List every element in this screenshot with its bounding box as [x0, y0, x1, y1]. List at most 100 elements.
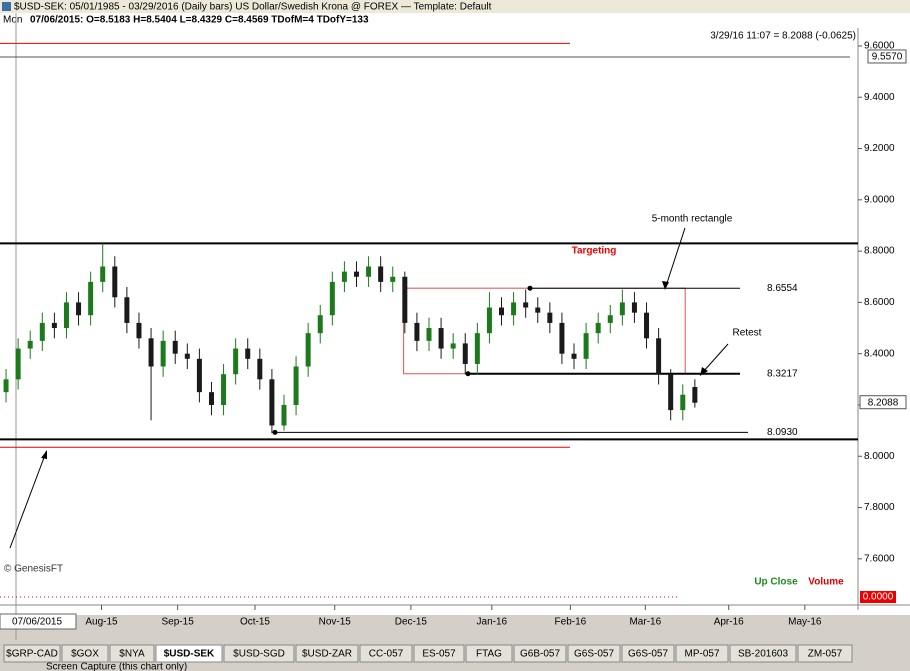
tab[interactable] — [155, 644, 223, 663]
tab[interactable] — [359, 644, 413, 663]
x-tick-label: 07/06/2015 — [12, 617, 62, 628]
candle-body — [366, 266, 372, 277]
candle-body — [100, 266, 106, 282]
marker-label: 9.5570 — [872, 52, 903, 63]
candle-body — [511, 302, 517, 316]
tab-label[interactable]: $USD-SEK — [164, 649, 215, 660]
candle-body — [438, 328, 444, 349]
candle-body — [39, 322, 45, 341]
candle-body — [390, 276, 396, 282]
tab[interactable] — [465, 644, 513, 663]
candle-body — [245, 348, 251, 359]
tab-label[interactable]: G6S-057 — [628, 649, 668, 660]
tab[interactable] — [567, 644, 621, 663]
candle-body — [474, 333, 480, 364]
candle-body — [619, 302, 625, 316]
candle-body — [378, 266, 384, 282]
x-tick-label: Apr-16 — [714, 617, 744, 628]
tab-label[interactable]: $USD-ZAR — [302, 649, 352, 660]
tab-label[interactable]: G6S-057 — [574, 649, 614, 660]
quote: 3/29/16 11:07 = 8.2088 (-0.0625) — [710, 31, 856, 42]
candle-body — [523, 302, 529, 308]
header-bar — [0, 0, 910, 13]
candle-body — [88, 281, 94, 316]
candle-body — [257, 358, 263, 380]
candle-body — [51, 322, 57, 329]
tab[interactable] — [61, 644, 109, 663]
candle-body — [136, 322, 142, 339]
tab-label[interactable]: G6B-057 — [520, 649, 560, 660]
tab[interactable] — [513, 644, 567, 663]
level-label: 8.6554 — [767, 283, 798, 294]
header-line1: $USD-SEK: 05/01/1985 - 03/29/2016 (Daily… — [14, 2, 492, 13]
y-tick-label: 9.2000 — [864, 143, 895, 154]
arrowhead — [662, 281, 669, 290]
arrow — [702, 343, 729, 373]
volume-box — [860, 591, 896, 603]
tab[interactable] — [295, 644, 359, 663]
candle-body — [112, 266, 118, 298]
x-tick-label: May-16 — [788, 617, 822, 628]
candle-body — [196, 358, 202, 393]
candle-body — [208, 392, 214, 405]
level-dot — [465, 371, 471, 377]
tab[interactable] — [3, 644, 61, 663]
candle-body — [341, 271, 347, 282]
x-tick-label: Nov-15 — [319, 617, 352, 628]
tab-label[interactable]: ES-057 — [422, 649, 456, 660]
tab-label[interactable]: $NYA — [119, 649, 145, 660]
tab[interactable] — [109, 644, 155, 663]
legend-up: Up Close — [754, 577, 798, 588]
level-dot — [527, 285, 533, 291]
ohlc-line: 07/06/2015: O=8.5183 H=8.5404 L=8.4329 C… — [30, 15, 369, 26]
candle-body — [402, 276, 408, 323]
candle-body — [293, 366, 299, 405]
tab-label[interactable]: SB-201603 — [738, 649, 788, 660]
annotation: Retest — [733, 328, 762, 339]
candle-body — [329, 281, 335, 316]
tab-label[interactable]: $USD-SGD — [233, 649, 285, 660]
icon — [2, 2, 11, 11]
tab[interactable] — [621, 644, 675, 663]
marker-box — [867, 49, 907, 64]
candle-body — [15, 348, 21, 380]
candle-body — [160, 340, 166, 367]
candle-body — [680, 394, 686, 411]
tab[interactable] — [413, 644, 465, 663]
tab-label[interactable]: FTAG — [476, 649, 502, 660]
tab[interactable] — [223, 644, 295, 663]
y-tick-label: 9.0000 — [864, 194, 895, 205]
tab-label[interactable]: $GRP-CAD — [6, 649, 58, 660]
chart-bg — [0, 13, 910, 615]
annotation: Targeting — [572, 246, 617, 257]
candle-body — [233, 348, 239, 375]
candle-body — [269, 379, 275, 426]
last-price-box — [859, 395, 907, 410]
status: Screen Capture (this chart only) — [46, 662, 187, 671]
last-price: 8.2088 — [868, 397, 899, 408]
tab[interactable] — [675, 644, 729, 663]
candle-body — [124, 297, 130, 323]
candle-body — [414, 322, 420, 341]
candle-body — [172, 340, 178, 354]
tab[interactable] — [729, 644, 797, 663]
tab[interactable] — [797, 644, 853, 663]
tab-label[interactable]: CC-057 — [369, 649, 404, 660]
tab-label[interactable]: MP-057 — [684, 649, 719, 660]
candle-body — [3, 379, 9, 393]
candle-body — [547, 312, 553, 323]
x-tick-label: Mar-16 — [629, 617, 661, 628]
x-tick-label: Feb-16 — [555, 617, 587, 628]
candle-body — [559, 322, 565, 354]
y-tick-label: 9.4000 — [864, 92, 895, 103]
x-tick-label: Oct-15 — [240, 617, 270, 628]
date-box — [0, 613, 77, 630]
y-tick-label: 7.8000 — [864, 502, 895, 513]
tab-label[interactable]: $GOX — [71, 649, 99, 660]
candle-body — [317, 315, 323, 334]
tab-label[interactable]: ZM-057 — [808, 649, 843, 660]
candle-body — [644, 312, 650, 339]
candle-body — [499, 307, 505, 316]
